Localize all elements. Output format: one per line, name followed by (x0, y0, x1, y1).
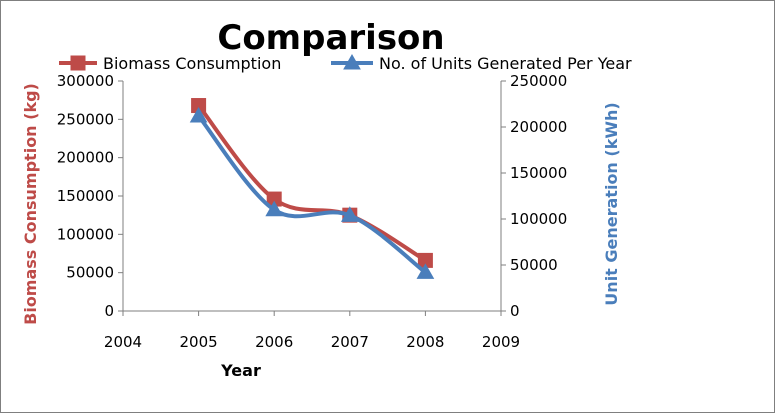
y2-tick-label: 150000 (510, 164, 567, 182)
series-line (197, 104, 427, 263)
y-tick-label: 50000 (66, 264, 114, 282)
legend-marker (343, 53, 361, 70)
series-units-generated (189, 106, 435, 279)
series-line (197, 114, 427, 274)
legend-label: Biomass Consumption (103, 54, 281, 73)
y-tick-label: 100000 (57, 225, 114, 243)
x-tick-label: 2008 (406, 333, 444, 351)
legend-item: Biomass Consumption (59, 54, 281, 73)
chart-title: Comparison (217, 18, 444, 58)
y-tick-label: 150000 (57, 187, 114, 205)
x-tick-label: 2009 (482, 333, 520, 351)
y-tick-label: 300000 (57, 72, 114, 90)
y-tick-label: 200000 (57, 149, 114, 167)
y-axis-title: Biomass Consumption (kg) (21, 83, 40, 325)
legend-marker (70, 55, 86, 71)
x-tick-label: 2005 (180, 333, 218, 351)
y2-tick-label: 100000 (510, 210, 567, 228)
series-biomass-consumption (191, 98, 433, 268)
x-axis-title: Year (220, 361, 261, 380)
y-tick-label: 0 (104, 302, 114, 320)
x-tick-label: 2007 (331, 333, 369, 351)
y2-tick-label: 0 (510, 302, 520, 320)
y2-tick-label: 50000 (510, 256, 558, 274)
y-tick-label: 250000 (57, 110, 114, 128)
chart-series (189, 98, 435, 279)
legend-item: No. of Units Generated Per Year (331, 53, 632, 73)
legend-label: No. of Units Generated Per Year (379, 54, 632, 73)
chart-legend: Biomass Consumption No. of Units Generate… (59, 53, 632, 73)
chart-axes: 0 50000 100000 150000 200000 250000 300000 0 500… (57, 72, 568, 351)
data-point (416, 263, 435, 279)
data-point (340, 206, 359, 222)
y2-tick-label: 200000 (510, 118, 567, 136)
data-point (265, 200, 284, 217)
y2-axis-title: Unit Generation (kWh) (602, 102, 621, 305)
data-point (189, 106, 208, 123)
y2-tick-label: 250000 (510, 72, 567, 90)
x-tick-label: 2006 (255, 333, 293, 351)
x-tick-label: 2004 (104, 333, 142, 351)
